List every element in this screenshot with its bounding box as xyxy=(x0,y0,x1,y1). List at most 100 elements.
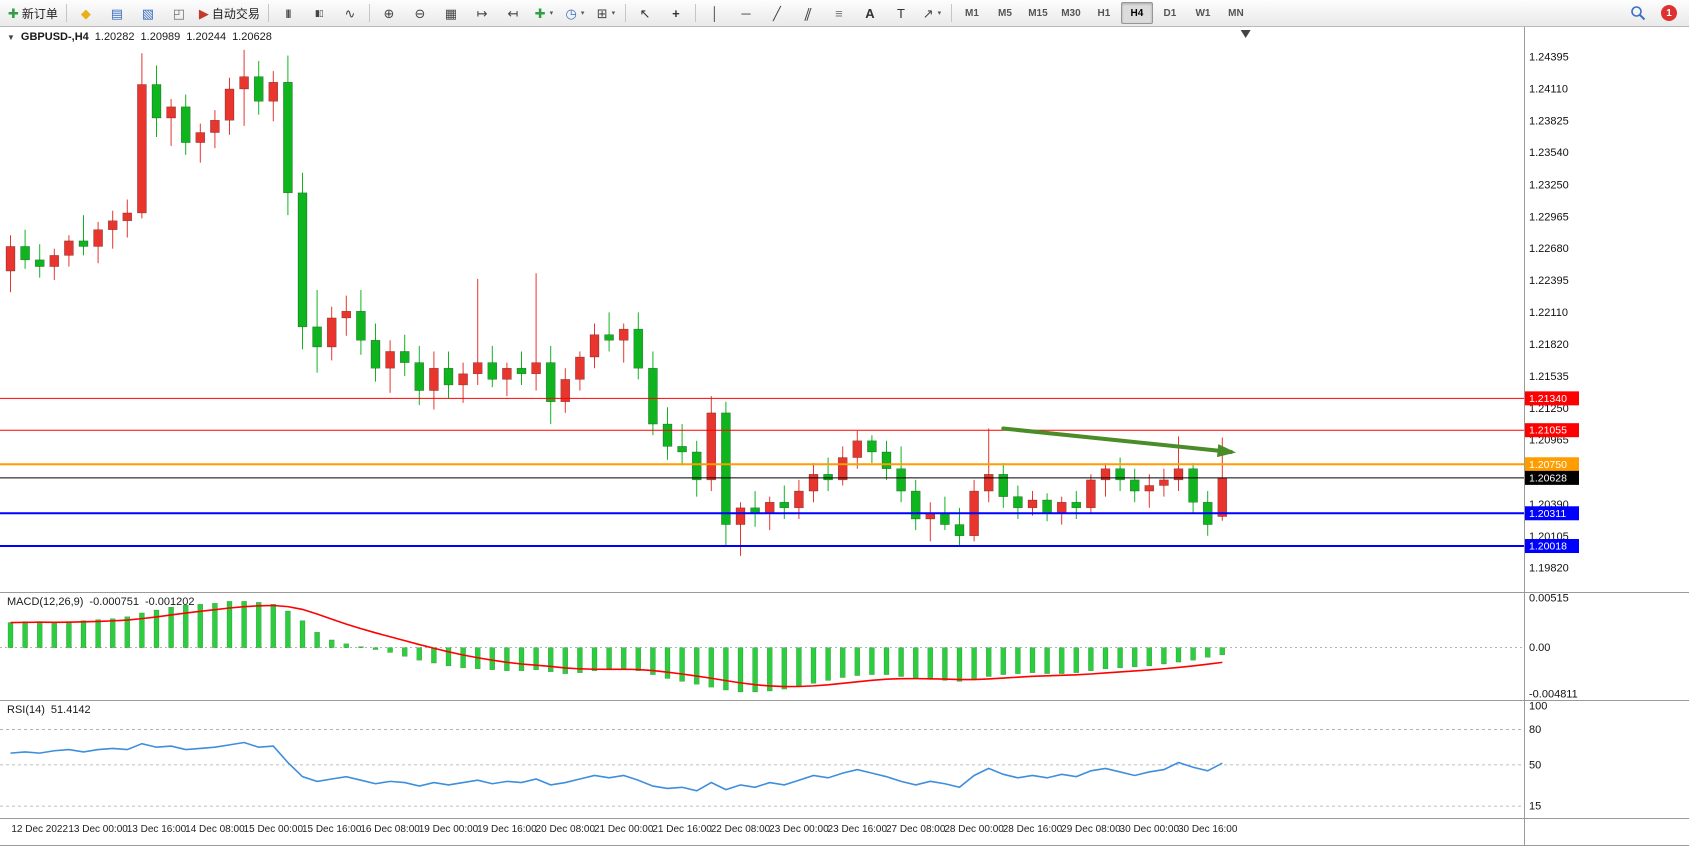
new-chart-button[interactable]: ✚ ▾ xyxy=(529,1,559,25)
zoom-out-icon: ⊖ xyxy=(414,5,426,21)
rsi-pane xyxy=(0,729,1524,807)
svg-text:1.23540: 1.23540 xyxy=(1529,147,1569,159)
svg-text:100: 100 xyxy=(1529,701,1547,713)
zoom-in-button[interactable]: ⊕ xyxy=(374,1,404,25)
price-badge-1.21055: 1.21055 xyxy=(1525,423,1579,438)
ohlc-high: 1.20989 xyxy=(140,31,181,43)
chart-shift-marker-icon[interactable] xyxy=(1240,30,1251,38)
text-label-button[interactable]: T xyxy=(886,1,916,25)
timeframe-w1-button[interactable]: W1 xyxy=(1195,7,1211,19)
data-window-button[interactable]: ▤ xyxy=(102,1,132,25)
vertical-line-button[interactable]: │ xyxy=(700,1,730,25)
svg-text:1.22680: 1.22680 xyxy=(1529,243,1569,255)
notification-count: 1 xyxy=(1666,7,1672,19)
data-window-icon: ▤ xyxy=(110,5,124,21)
svg-text:1.22965: 1.22965 xyxy=(1529,211,1569,223)
terminal-icon: ◰ xyxy=(172,5,186,21)
zoom-in-icon: ⊕ xyxy=(383,5,395,21)
chevron-down-icon: ▾ xyxy=(937,10,942,17)
svg-text:1.19820: 1.19820 xyxy=(1529,563,1569,575)
svg-text:16 Dec 08:00: 16 Dec 08:00 xyxy=(360,824,420,835)
market-watch-button[interactable]: ◆ xyxy=(71,1,101,25)
svg-text:19 Dec 16:00: 19 Dec 16:00 xyxy=(477,824,537,835)
timeframe-m1-button[interactable]: M1 xyxy=(964,7,979,19)
svg-text:1.21340: 1.21340 xyxy=(1529,393,1567,405)
trend-line-button[interactable]: ╱ xyxy=(762,1,792,25)
vertical-line-icon: │ xyxy=(710,5,719,21)
navigator-button[interactable]: ▧ xyxy=(133,1,163,25)
symbol-period-label: GBPUSD-,H4 xyxy=(20,31,89,43)
chart-shift-button[interactable]: ↤ xyxy=(498,1,528,25)
svg-text:1.21820: 1.21820 xyxy=(1529,339,1569,351)
svg-text:12 Dec 2022: 12 Dec 2022 xyxy=(11,824,68,835)
crosshair-button[interactable]: + xyxy=(661,1,691,25)
toolbar-separator xyxy=(267,4,269,22)
templates-button[interactable]: ⊞ ▾ xyxy=(591,1,621,25)
cursor-button[interactable]: ↖ xyxy=(630,1,660,25)
templates-icon: ⊞ xyxy=(596,5,608,21)
timeframe-m30-button[interactable]: M30 xyxy=(1061,7,1081,19)
svg-text:23 Dec 16:00: 23 Dec 16:00 xyxy=(828,824,888,835)
trend-arrow[interactable] xyxy=(1001,426,1237,458)
macd-indicator-label: MACD(12,26,9) -0.000751 -0.001202 xyxy=(7,596,195,608)
autotrading-button[interactable]: ▶ 自动交易 xyxy=(195,1,264,25)
svg-text:1.23250: 1.23250 xyxy=(1529,180,1569,192)
chart-background xyxy=(0,26,1689,863)
fibonacci-button[interactable]: ≡ xyxy=(824,1,854,25)
market-watch-icon: ◆ xyxy=(80,5,91,21)
price-badge-1.21340: 1.21340 xyxy=(1525,391,1579,406)
tile-windows-button[interactable]: ▦ xyxy=(436,1,466,25)
svg-text:1.20965: 1.20965 xyxy=(1529,435,1569,447)
timeframe-m5-button[interactable]: M5 xyxy=(997,7,1012,19)
collapse-indicator-icon[interactable]: ▼ xyxy=(7,32,15,42)
channel-icon: ∥ xyxy=(802,5,814,21)
svg-text:28 Dec 00:00: 28 Dec 00:00 xyxy=(944,824,1004,835)
toolbar-right: 1 xyxy=(1623,1,1685,25)
timeframe-d1-button[interactable]: D1 xyxy=(1163,7,1177,19)
notification-badge[interactable]: 1 xyxy=(1661,5,1677,21)
svg-text:1.21535: 1.21535 xyxy=(1529,371,1569,383)
channel-button[interactable]: ∥ xyxy=(793,1,823,25)
auto-scroll-button[interactable]: ↦ xyxy=(467,1,497,25)
bar-chart-icon: ||| xyxy=(285,7,291,18)
crosshair-icon: + xyxy=(672,5,680,21)
periods-button[interactable]: ◷ ▾ xyxy=(560,1,590,25)
svg-text:13 Dec 16:00: 13 Dec 16:00 xyxy=(127,824,187,835)
terminal-button[interactable]: ◰ xyxy=(164,1,194,25)
horizontal-price-lines[interactable] xyxy=(0,397,1524,548)
svg-text:19 Dec 00:00: 19 Dec 00:00 xyxy=(419,824,479,835)
zoom-out-button[interactable]: ⊖ xyxy=(405,1,435,25)
svg-text:20 Dec 08:00: 20 Dec 08:00 xyxy=(536,824,596,835)
svg-text:22 Dec 08:00: 22 Dec 08:00 xyxy=(711,824,771,835)
price-axis: 1.24395 1.24110 1.23825 1.23540 1.23250 1.229… xyxy=(1525,52,1579,813)
svg-text:15: 15 xyxy=(1529,801,1541,813)
line-chart-button[interactable]: ∿ xyxy=(335,1,365,25)
svg-text:1.20750: 1.20750 xyxy=(1529,459,1567,471)
text-button[interactable]: A xyxy=(855,1,885,25)
svg-text:15 Dec 16:00: 15 Dec 16:00 xyxy=(302,824,362,835)
svg-text:15 Dec 00:00: 15 Dec 00:00 xyxy=(244,824,304,835)
timeframe-h4-button[interactable]: H4 xyxy=(1120,2,1153,24)
timeframe-h1-button[interactable]: H1 xyxy=(1097,7,1111,19)
svg-text:1.24395: 1.24395 xyxy=(1529,52,1569,64)
svg-text:27 Dec 08:00: 27 Dec 08:00 xyxy=(886,824,946,835)
search-button[interactable] xyxy=(1623,1,1653,25)
timeframe-m15-button[interactable]: M15 xyxy=(1028,7,1048,19)
candlestick-chart-icon: ▮▯ xyxy=(314,7,324,18)
timeframe-mn-button[interactable]: MN xyxy=(1228,7,1244,19)
rsi-value: 51.4142 xyxy=(50,704,91,716)
bar-chart-button[interactable]: ||| xyxy=(273,1,303,25)
autotrading-label: 自动交易 xyxy=(211,6,260,21)
horizontal-line-button[interactable]: ─ xyxy=(731,1,761,25)
text-label-icon: T xyxy=(896,5,905,21)
svg-text:29 Dec 08:00: 29 Dec 08:00 xyxy=(1061,824,1121,835)
candlestick-chart-button[interactable]: ▮▯ xyxy=(304,1,334,25)
arrows-button[interactable]: ↗ ▾ xyxy=(917,1,947,25)
macd-pane xyxy=(0,601,1524,693)
new-order-button[interactable]: ✚ 新订单 xyxy=(4,1,62,25)
arrows-icon: ↗ xyxy=(922,5,934,21)
svg-text:1.22110: 1.22110 xyxy=(1529,307,1568,319)
